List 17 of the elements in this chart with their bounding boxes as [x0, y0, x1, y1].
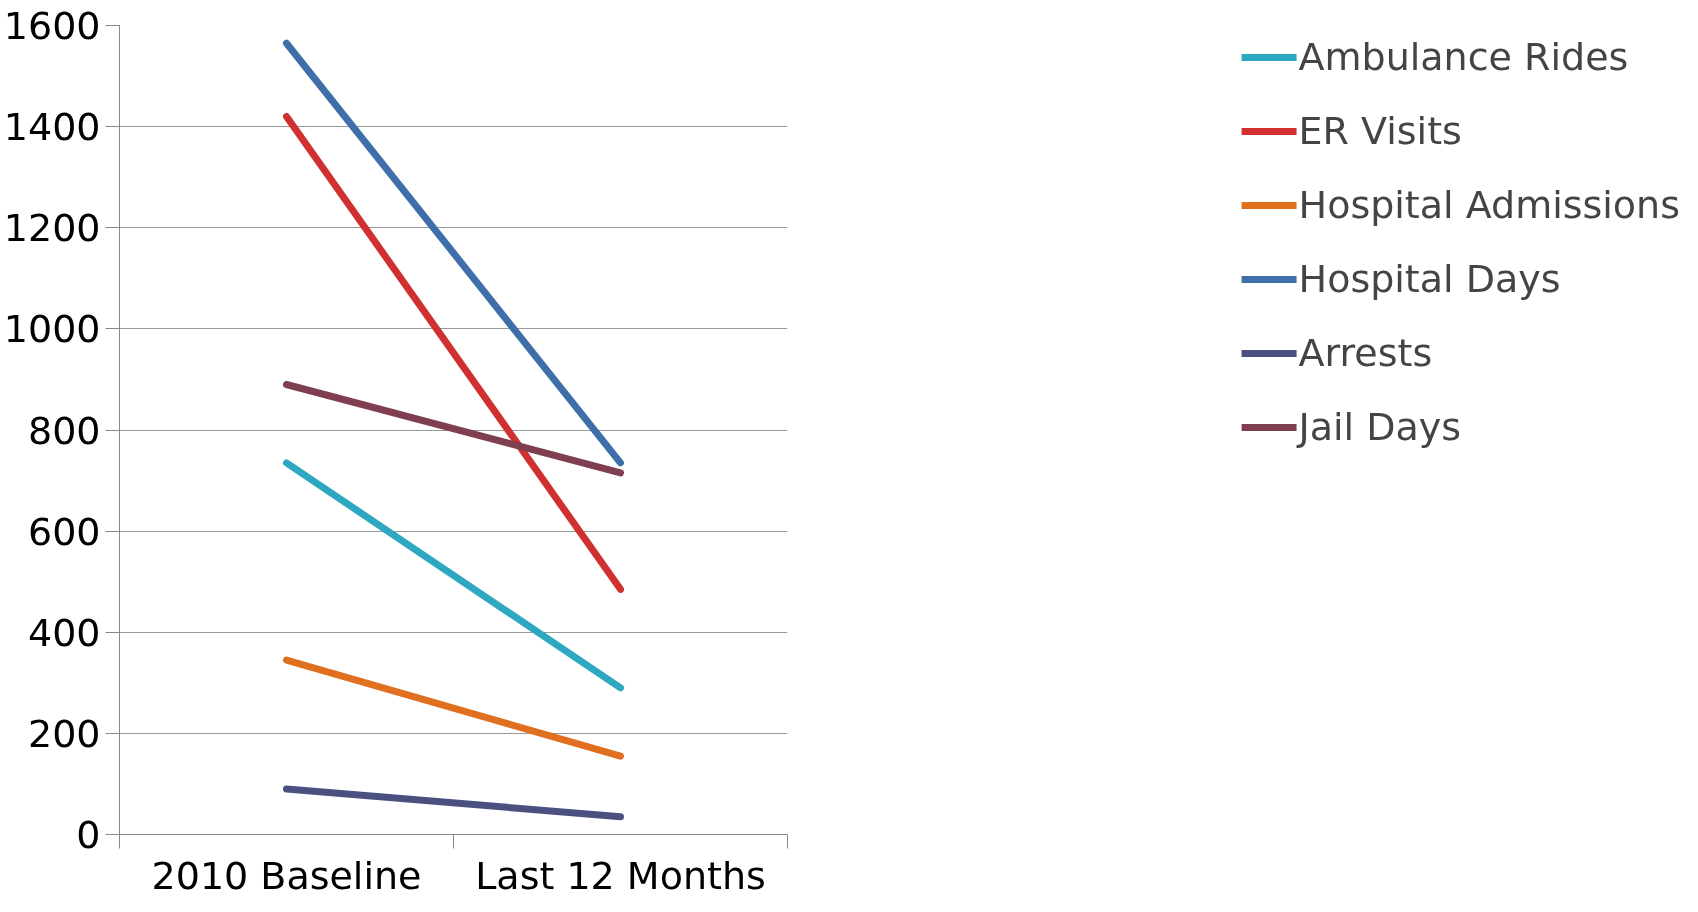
y-tick-label: 1600: [3, 4, 101, 48]
y-tick-label: 1000: [3, 307, 101, 352]
y-tick-label: 400: [27, 610, 101, 655]
y-tick-label: 600: [27, 509, 101, 554]
y-tick-label: 200: [27, 711, 101, 756]
x-tick-label: Last 12 Months: [475, 853, 766, 898]
y-tick-label: 0: [76, 813, 101, 857]
legend-label: Ambulance Rides: [1298, 35, 1629, 79]
legend-label: ER Visits: [1298, 109, 1462, 153]
legend-label: Jail Days: [1298, 405, 1462, 449]
y-tick-label: 800: [27, 408, 101, 453]
y-tick-label: 1200: [3, 206, 101, 251]
legend-label: Hospital Days: [1298, 257, 1561, 301]
x-tick-label: 2010 Baseline: [151, 853, 422, 898]
legend-label: Arrests: [1298, 331, 1433, 375]
y-tick-label: 1400: [3, 105, 101, 150]
legend-label: Hospital Admissions: [1298, 183, 1680, 227]
